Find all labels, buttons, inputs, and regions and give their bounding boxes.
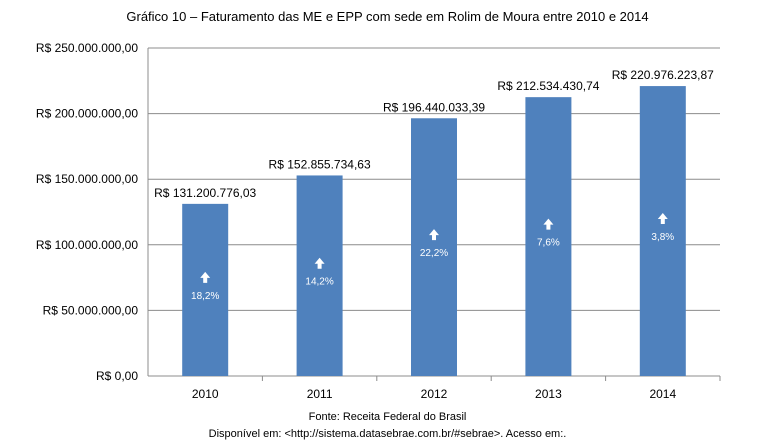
x-tick-label: 2010 xyxy=(192,387,219,401)
arrow-up-icon xyxy=(657,213,668,225)
value-label: R$ 212.534.430,74 xyxy=(497,79,599,93)
growth-label: 18,2% xyxy=(191,291,219,302)
x-tick-label: 2014 xyxy=(649,387,676,401)
y-tick-label: R$ 250.000.000,00 xyxy=(36,41,138,55)
bar-2013 xyxy=(525,97,572,377)
value-label: R$ 220.976.223,87 xyxy=(612,68,714,82)
y-tick-label: R$ 0,00 xyxy=(96,369,138,383)
y-tick-label: R$ 100.000.000,00 xyxy=(36,238,138,252)
value-label: R$ 152.855.734,63 xyxy=(269,157,371,171)
y-tick-label: R$ 200.000.000,00 xyxy=(36,107,138,121)
bar-2012 xyxy=(411,118,457,376)
x-tick-label: 2013 xyxy=(535,387,562,401)
growth-label: 14,2% xyxy=(305,277,333,288)
availability-note: Disponível em: <http://sistema.datasebra… xyxy=(208,428,567,440)
x-tick-label: 2011 xyxy=(307,387,333,401)
arrow-up-icon xyxy=(429,229,439,241)
arrow-up-icon xyxy=(543,218,554,230)
growth-label: 3,8% xyxy=(651,232,674,243)
source-note: Fonte: Receita Federal do Brasil xyxy=(308,411,467,423)
value-label: R$ 196.440.033,39 xyxy=(383,100,485,114)
bar-2014 xyxy=(639,86,686,376)
arrow-up-icon xyxy=(200,271,211,283)
growth-label: 7,6% xyxy=(537,238,560,249)
bar-2010 xyxy=(182,203,229,376)
y-tick-label: R$ 50.000.000,00 xyxy=(43,303,139,317)
value-label: R$ 131.200.776,03 xyxy=(154,186,256,200)
bar-2011 xyxy=(296,175,343,376)
growth-label: 22,2% xyxy=(420,248,448,259)
chart-title: Gráfico 10 – Faturamento das ME e EPP co… xyxy=(126,9,649,24)
arrow-up-icon xyxy=(314,257,325,269)
y-tick-label: R$ 150.000.000,00 xyxy=(36,172,138,186)
x-tick-label: 2012 xyxy=(421,387,448,401)
